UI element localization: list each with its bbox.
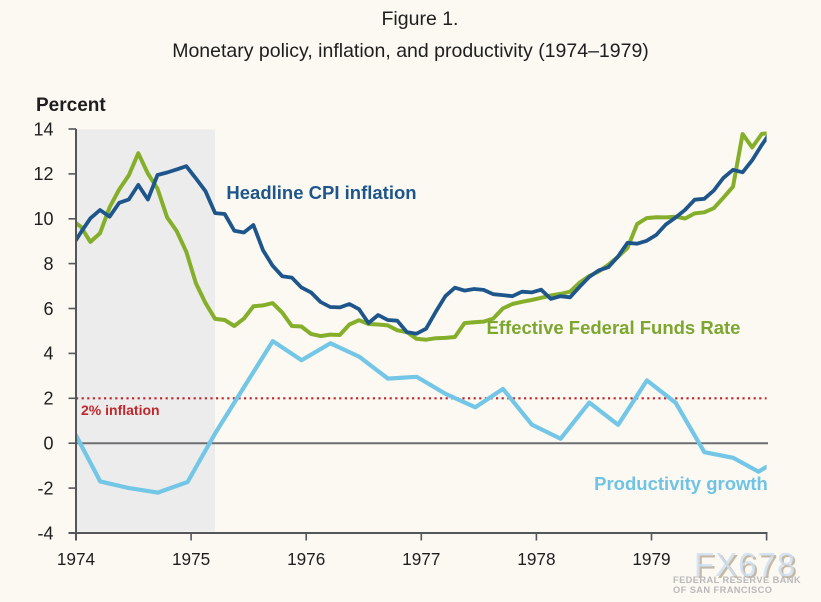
svg-text:-2: -2 (37, 478, 53, 498)
svg-text:2% inflation: 2% inflation (81, 402, 160, 418)
svg-text:8: 8 (43, 254, 53, 274)
svg-text:FEDERAL RESERVE BANK: FEDERAL RESERVE BANK (673, 575, 801, 585)
svg-text:OF SAN FRANCISCO: OF SAN FRANCISCO (673, 585, 772, 595)
svg-text:10: 10 (33, 209, 53, 229)
svg-text:14: 14 (33, 119, 53, 139)
svg-text:12: 12 (33, 164, 53, 184)
svg-text:Figure 1.: Figure 1. (382, 8, 459, 30)
svg-text:1974: 1974 (57, 549, 96, 569)
svg-text:Percent: Percent (36, 95, 106, 116)
svg-text:Effective Federal Funds Rate: Effective Federal Funds Rate (487, 317, 741, 338)
svg-text:FX678: FX678 (694, 546, 796, 583)
svg-text:6: 6 (43, 299, 53, 319)
svg-text:1976: 1976 (287, 549, 325, 569)
svg-text:FX678: FX678 (696, 548, 798, 585)
svg-text:-4: -4 (37, 523, 53, 543)
svg-text:1978: 1978 (517, 549, 555, 569)
svg-text:Productivity growth: Productivity growth (594, 473, 768, 494)
svg-text:2: 2 (43, 389, 53, 409)
svg-text:1975: 1975 (172, 549, 210, 569)
svg-text:1979: 1979 (632, 549, 670, 569)
svg-text:1977: 1977 (402, 549, 440, 569)
svg-text:4: 4 (43, 344, 53, 364)
svg-text:Monetary policy, inflation, an: Monetary policy, inflation, and producti… (172, 40, 649, 62)
svg-text:0: 0 (43, 434, 53, 454)
svg-text:Headline CPI inflation: Headline CPI inflation (226, 182, 416, 203)
